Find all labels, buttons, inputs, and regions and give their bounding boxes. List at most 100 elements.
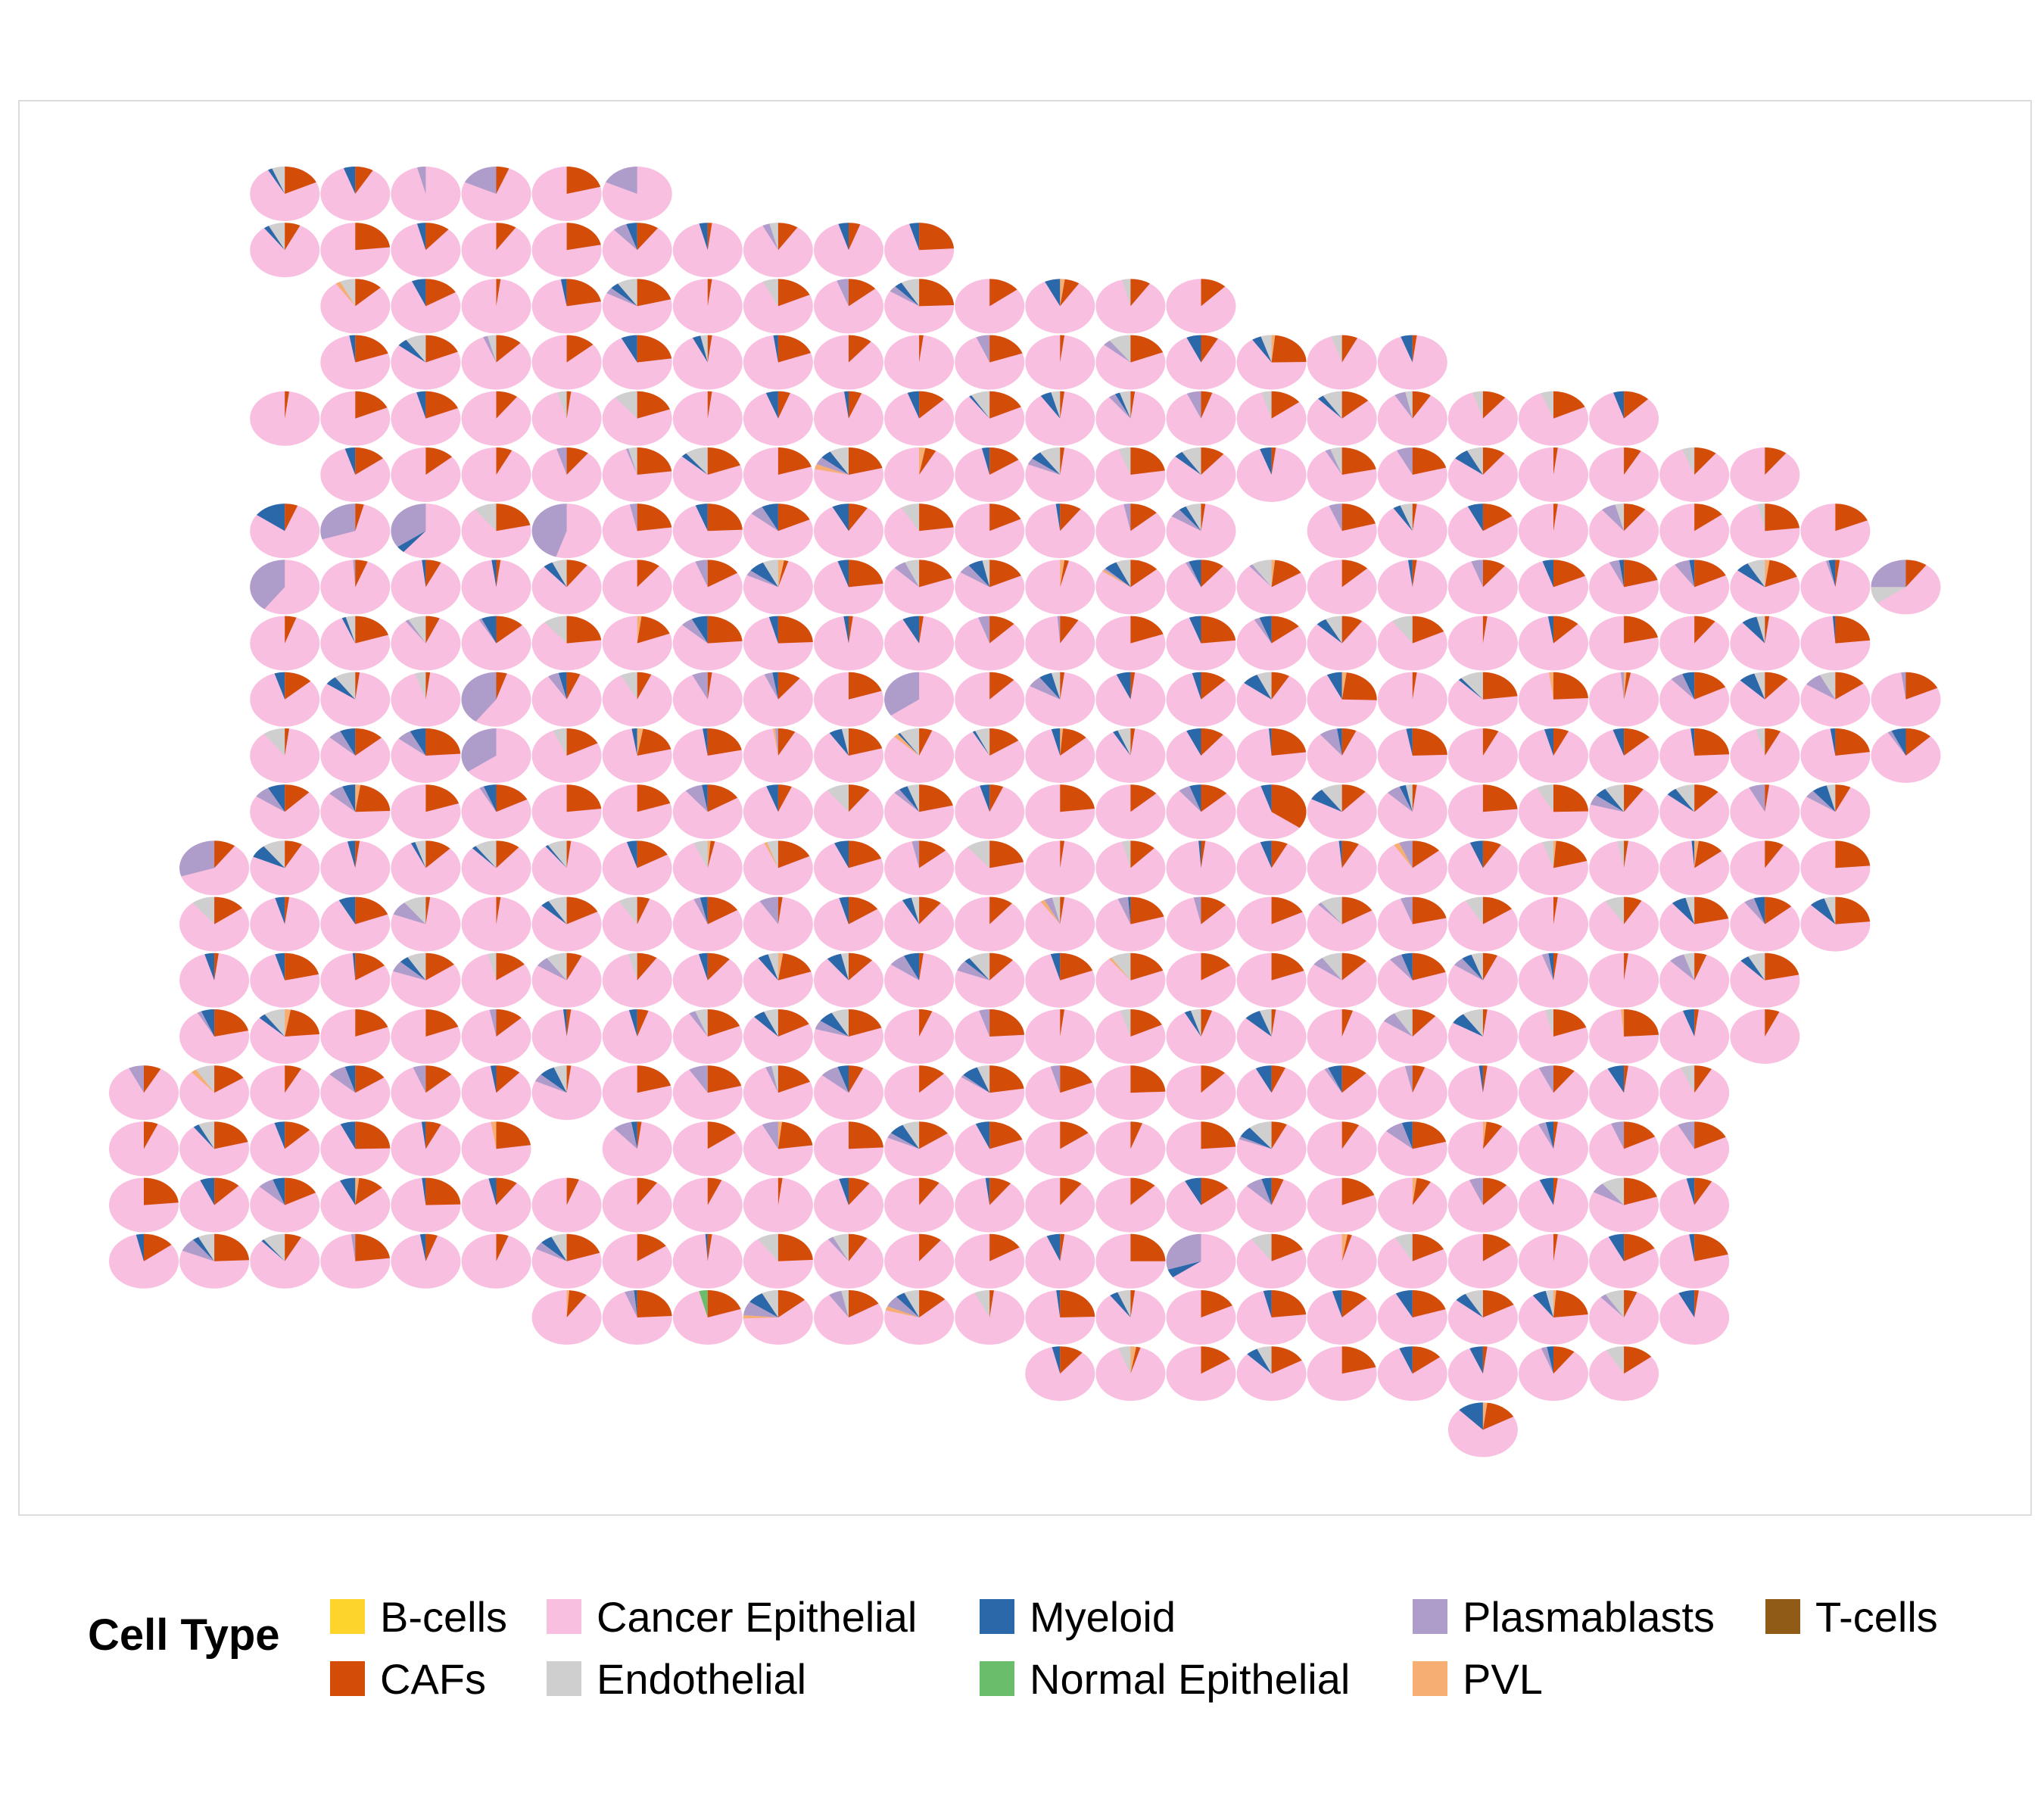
pie-slice-cafs [1130, 335, 1164, 363]
pie-slice-plasmablasts [759, 896, 778, 924]
pie-spot [955, 504, 1025, 559]
pie-spot [179, 1233, 250, 1289]
pie-slice-pvl [919, 447, 926, 475]
pie-spot [884, 784, 955, 840]
pie-spot [1377, 560, 1447, 615]
pie-slice-cafs [637, 1290, 672, 1317]
pie-slice-cafs [777, 672, 800, 700]
pie-slice-endothelial [1602, 1177, 1625, 1205]
pie-slice-cafs [1624, 784, 1644, 812]
pie-slice-cafs [1694, 616, 1715, 644]
pie-slice-plasmablasts [1469, 1177, 1483, 1205]
pie-spot [814, 447, 883, 502]
pie-spot [1519, 560, 1588, 615]
pie-slice-myeloid [342, 784, 356, 812]
pie-slice-cafs [496, 616, 522, 644]
pie-slice-endothelial [408, 616, 426, 644]
pie-slice-cafs [1130, 896, 1164, 924]
pie-spot [531, 167, 602, 221]
pie-slice-endothelial [1257, 672, 1272, 700]
legend-label: Myeloid [1030, 1592, 1176, 1641]
pie-spot [1377, 1290, 1447, 1345]
pie-slice-myeloid [703, 728, 708, 756]
pie-spot [461, 1009, 531, 1064]
pie-spot [179, 953, 250, 1008]
pie-slice-cafs [637, 953, 657, 981]
pie-slice-pvl [355, 784, 361, 812]
pie-slice-plasmablasts [1670, 954, 1695, 981]
pie-slice-pvl [1060, 728, 1064, 756]
pie-slice-cafs [285, 953, 319, 981]
pie-slice-cafs [285, 1121, 310, 1149]
pie-slice-cafs [425, 391, 458, 419]
pie-slice-plasmablasts [681, 619, 708, 644]
pie-slice-endothelial [1051, 672, 1061, 700]
pie-spot [1025, 560, 1095, 615]
pie-spot [1589, 504, 1659, 559]
pie-slice-cafs [1271, 447, 1276, 475]
pie-spot [743, 1121, 813, 1177]
pie-spot [391, 784, 461, 840]
pie-slice-cafs [1835, 784, 1851, 812]
pie-slice-cafs [496, 391, 518, 419]
pie-slice-cafs [989, 447, 1019, 475]
pie-slice-cafs [1130, 504, 1157, 532]
pie-slice-myeloid [1261, 1177, 1272, 1205]
pie-slice-cafs [989, 1177, 1011, 1205]
pie-slice-plasmablasts [1538, 1122, 1553, 1149]
pie-spot [1519, 447, 1588, 502]
pie-spot [1236, 1177, 1307, 1233]
pie-slice-pvl [355, 1177, 360, 1205]
pie-slice-plasmablasts [1387, 786, 1413, 812]
pie-spot [1095, 335, 1166, 390]
pie-slice-plasmablasts [890, 956, 920, 981]
pie-slice-myeloid [1395, 1290, 1413, 1317]
pie-slice-endothelial [686, 447, 708, 475]
pie-spot [955, 335, 1025, 390]
pie-slice-myeloid [626, 223, 637, 251]
pie-slice-cafs [849, 728, 883, 756]
pie-slice-cafs [566, 953, 582, 981]
pie-spot [672, 391, 743, 446]
pie-spot [955, 447, 1025, 502]
pie-slice-cafs [1060, 391, 1065, 419]
pie-spot [602, 1065, 672, 1121]
pie-slice-myeloid [483, 784, 497, 812]
pie-slice-plasmablasts [329, 731, 356, 756]
pie-spot [672, 896, 743, 952]
pie-slice-myeloid [274, 672, 285, 700]
pie-slice-myeloid [1245, 1011, 1272, 1037]
pie-spot [1307, 728, 1377, 783]
pie-slice-cafs [919, 560, 952, 588]
pie-slice-myeloid [1453, 1014, 1483, 1037]
legend-item-normal-epithelial: Normal Epithelial [980, 1654, 1350, 1704]
pie-slice-myeloid [1179, 506, 1201, 532]
pie-slice-myeloid [821, 451, 849, 475]
pie-slice-myeloid [980, 784, 990, 812]
pie-slice-cafs [1553, 504, 1558, 532]
pie-spot [1236, 1065, 1307, 1121]
pie-spot [1871, 728, 1941, 783]
pie-spot [955, 560, 1025, 615]
pie-spot [1307, 953, 1377, 1008]
pie-slice-plasmablasts [765, 1065, 778, 1093]
pie-slice-myeloid [1252, 336, 1272, 363]
pie-slice-cafs [849, 1009, 882, 1037]
pie-spot [391, 1065, 461, 1121]
pie-slice-cafs [1905, 728, 1931, 756]
pie-slice-cafs [989, 1065, 1024, 1093]
pie-slice-endothelial [621, 672, 637, 700]
pie-spot [320, 1121, 391, 1177]
pie-slice-plasmablasts [1671, 674, 1695, 700]
pie-spot [1307, 1009, 1377, 1064]
pie-slice-pvl [1101, 569, 1131, 588]
pie-spot [1166, 1346, 1236, 1401]
pie-slice-cafs [425, 447, 453, 475]
pie-slice-myeloid [275, 953, 285, 981]
pie-spot [814, 223, 883, 278]
pie-slice-cafs [637, 1121, 642, 1149]
pie-slice-endothelial [764, 1009, 778, 1037]
pie-slice-pvl [1694, 840, 1699, 868]
pie-slice-cafs [1624, 1121, 1656, 1149]
pie-slice-cafs [1905, 672, 1938, 700]
